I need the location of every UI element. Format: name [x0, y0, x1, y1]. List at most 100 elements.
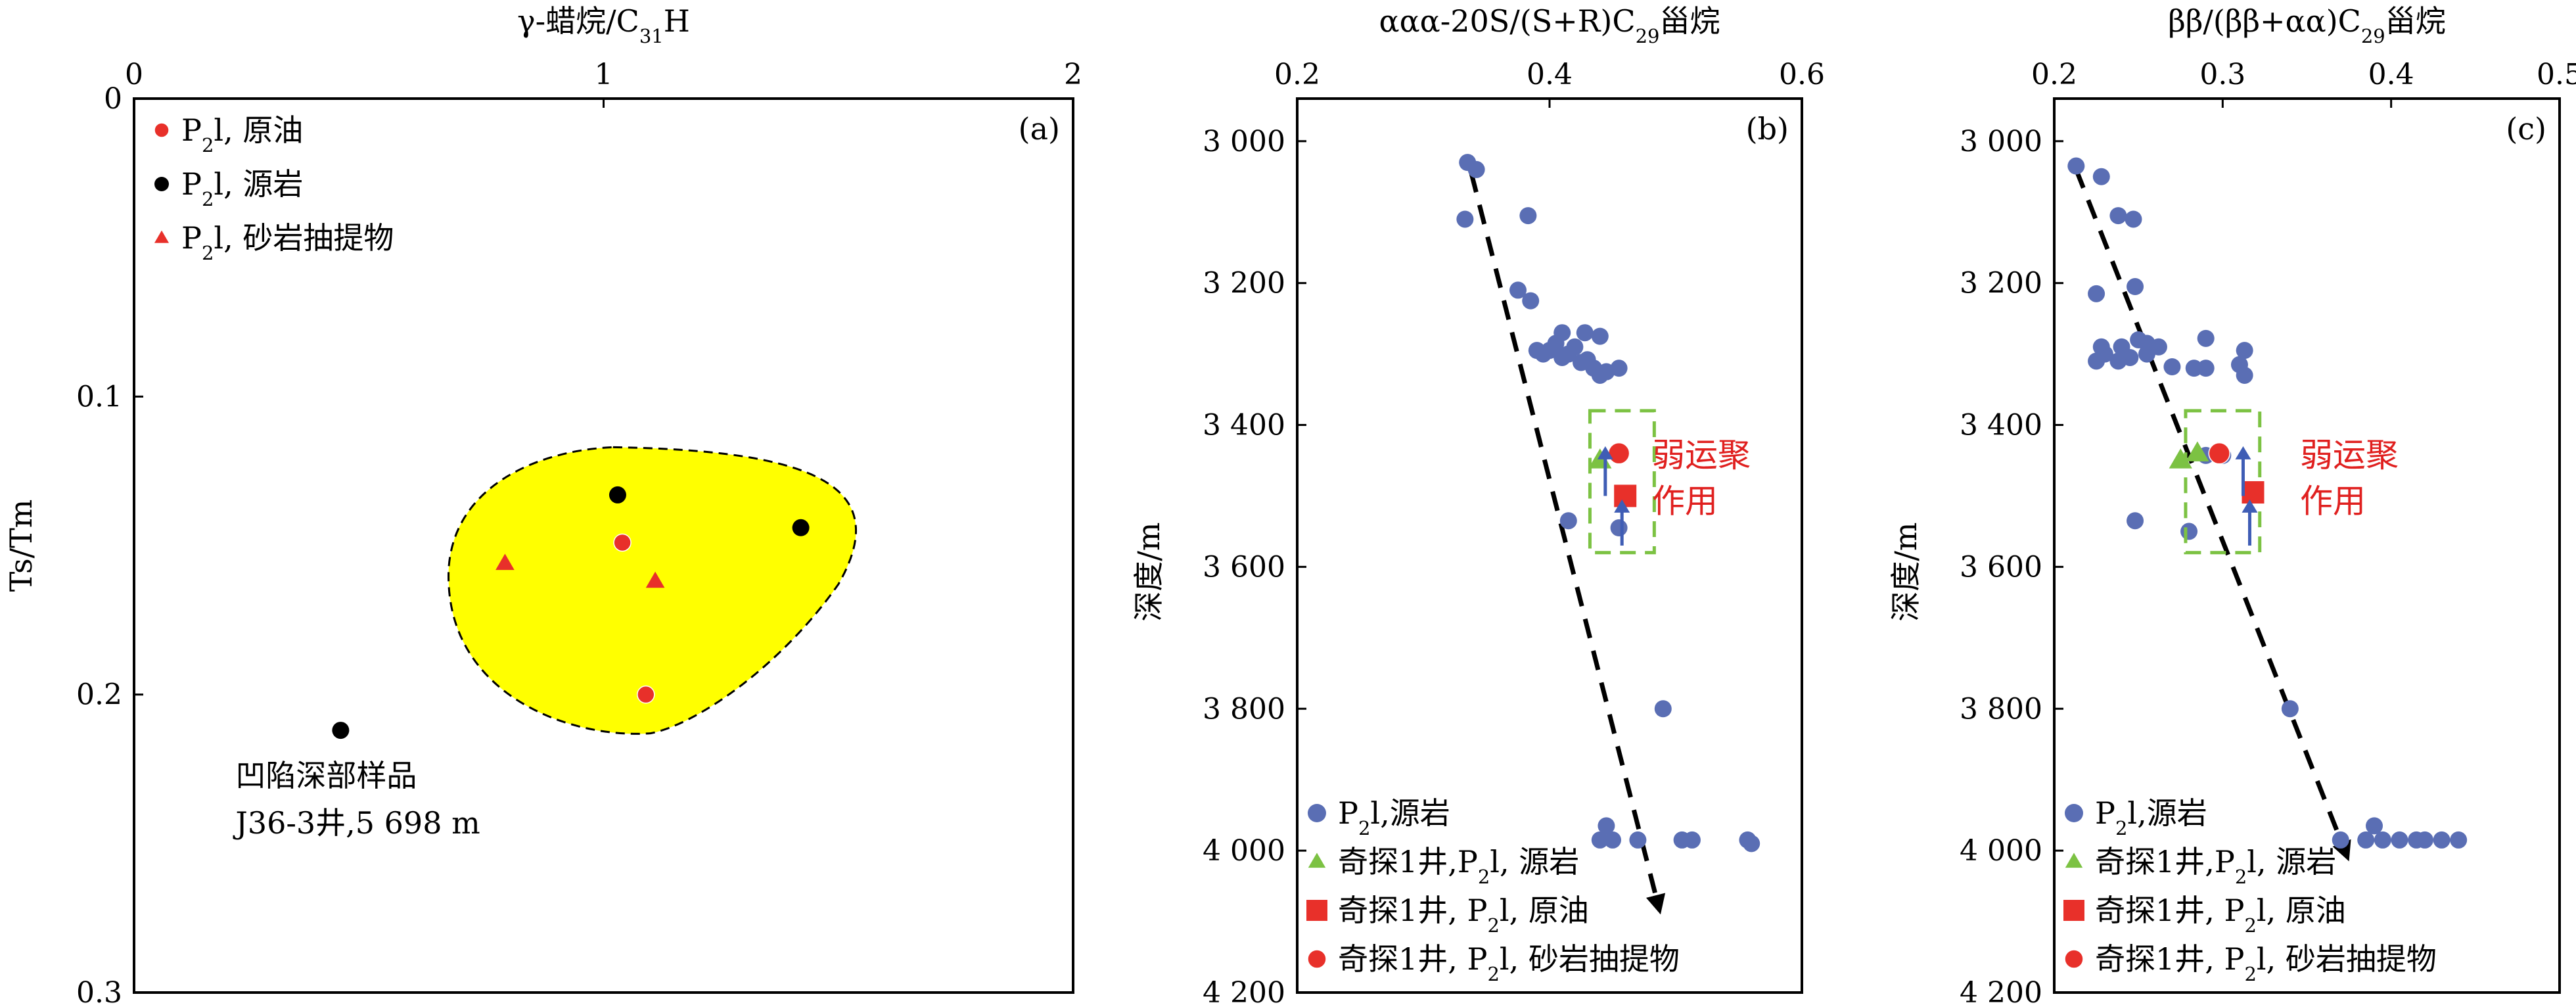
- data-point: [2236, 366, 2253, 384]
- data-point: [2450, 831, 2468, 849]
- legend-label: 奇探1井, P2l, 砂岩抽提物: [2095, 941, 2437, 985]
- y-tick-label: 0.1: [76, 380, 122, 413]
- y-tick-label: 3 400: [1203, 409, 1285, 442]
- y-axis-title: Ts/Tm: [3, 500, 39, 592]
- y-tick-label: 4 000: [1203, 834, 1285, 868]
- x-axis-title: ββ/(ββ+αα)C29甾烷: [2168, 3, 2446, 47]
- data-point: [637, 685, 655, 704]
- data-point: [2374, 831, 2391, 849]
- data-point: [609, 486, 626, 504]
- trend-arrowhead: [1646, 893, 1666, 915]
- y-tick-label: 0.3: [76, 976, 122, 1007]
- data-point: [2127, 278, 2144, 296]
- data-point: [2163, 358, 2181, 375]
- y-tick-label: 3 600: [1960, 550, 2042, 584]
- legend-label: P2l, 砂岩抽提物: [181, 220, 394, 264]
- migration-arrowhead: [2242, 499, 2258, 513]
- data-point: [2416, 831, 2433, 849]
- data-point: [1610, 519, 1628, 537]
- data-point: [1610, 360, 1628, 377]
- panel-a: 0 1 2 0 0.1 0.2 0.3 γ-蜡烷/C31H Ts/Tm (a) P2l, 原油 P2l…: [3, 3, 1082, 1007]
- data-point: [1654, 700, 1672, 718]
- data-point: [1598, 817, 1615, 835]
- trend-line: [1469, 172, 1658, 897]
- data-point: [2067, 157, 2085, 175]
- data-point: [1743, 835, 1760, 853]
- data-point: [2433, 831, 2450, 849]
- data-point: [2366, 817, 2383, 835]
- migration-annotation: 作用: [1652, 482, 1718, 521]
- data-point: [2281, 700, 2299, 718]
- x-tick-label: 0.3: [2199, 58, 2245, 91]
- migration-annotation: 弱运聚: [1652, 436, 1751, 475]
- data-point: [2109, 207, 2127, 225]
- legend-marker: [2063, 900, 2084, 921]
- annotation-text: 凹陷深部样品: [235, 758, 417, 793]
- data-point: [1559, 345, 1577, 363]
- data-point: [2208, 442, 2230, 465]
- data-point: [2185, 360, 2203, 377]
- y-axis-title: 深度/m: [1131, 522, 1166, 621]
- panel-c: 0.2 0.3 0.4 0.5 3 000 3 200 3 400 3 600 3 800 4 0…: [1888, 3, 2576, 1007]
- data-point: [1534, 345, 1552, 363]
- data-point: [2125, 210, 2142, 228]
- data-point: [1456, 210, 1474, 228]
- x-tick-label: 0.2: [1274, 58, 1320, 91]
- migration-arrowhead: [1597, 446, 1613, 459]
- data-point: [1522, 292, 1540, 310]
- y-tick-label: 3 000: [1203, 125, 1285, 158]
- y-tick-label: 4 200: [1960, 976, 2042, 1007]
- legend-marker: [2065, 853, 2083, 868]
- data-point: [2236, 342, 2253, 360]
- legend-marker: [154, 122, 170, 138]
- data-point: [2092, 168, 2110, 185]
- migration-arrowhead: [2235, 446, 2251, 459]
- legend-marker: [1306, 900, 1327, 921]
- migration-box: [2184, 409, 2262, 555]
- legend-marker: [1308, 804, 1326, 822]
- legend-marker: [2065, 804, 2083, 822]
- migration-annotation: 作用: [2300, 482, 2366, 521]
- y-tick-label: 0.2: [76, 678, 122, 712]
- legend-label: 奇探1井,P2l, 源岩: [1338, 844, 1579, 888]
- data-point: [1591, 831, 1609, 849]
- data-point: [792, 519, 810, 536]
- legend-label: P2l,源岩: [1338, 795, 1450, 839]
- data-point: [495, 553, 515, 571]
- migration-arrowhead: [1614, 499, 1630, 513]
- data-point: [2088, 352, 2105, 370]
- x-tick-label: 0.4: [1527, 58, 1573, 91]
- legend-marker: [2064, 949, 2084, 969]
- data-point: [2242, 481, 2265, 504]
- data-point: [2391, 831, 2408, 849]
- data-point: [1519, 207, 1537, 225]
- data-point: [2180, 523, 2198, 540]
- data-point: [1467, 160, 1485, 178]
- highlight-region: [448, 446, 858, 735]
- y-tick-label: 3 200: [1203, 267, 1285, 300]
- migration-annotation: 弱运聚: [2300, 436, 2399, 475]
- data-point: [1629, 831, 1647, 849]
- data-point: [613, 533, 632, 552]
- y-tick-label: 3 200: [1960, 267, 2042, 300]
- data-point: [1509, 281, 1527, 299]
- data-point: [1604, 831, 1621, 849]
- data-point: [1578, 352, 1596, 370]
- data-point: [2150, 338, 2167, 356]
- y-axis-title: 深度/m: [1888, 522, 1923, 621]
- x-axis-title: γ-蜡烷/C31H: [517, 3, 690, 47]
- y-tick-label: 3 400: [1960, 409, 2042, 442]
- data-point: [2197, 360, 2215, 377]
- panel-b: 0.2 0.4 0.6 3 000 3 200 3 400 3 600 3 800 4 000 4…: [1131, 3, 1825, 1007]
- panel-label: (a): [1019, 111, 1060, 147]
- data-point: [2127, 512, 2144, 530]
- y-tick-label: 3 800: [1203, 692, 1285, 726]
- x-tick-label: 0.5: [2537, 58, 2576, 91]
- legend-marker: [154, 230, 170, 243]
- data-point: [2109, 352, 2127, 370]
- x-tick-label: 0.2: [2031, 58, 2077, 91]
- legend-marker: [1307, 949, 1327, 969]
- x-tick-label: 0.4: [2368, 58, 2414, 91]
- data-point: [2169, 448, 2192, 469]
